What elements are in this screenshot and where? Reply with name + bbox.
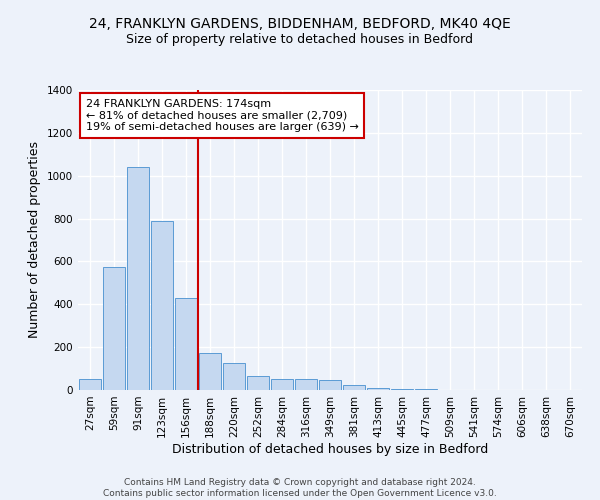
Text: 24 FRANKLYN GARDENS: 174sqm
← 81% of detached houses are smaller (2,709)
19% of : 24 FRANKLYN GARDENS: 174sqm ← 81% of det… xyxy=(86,99,358,132)
Bar xyxy=(79,380,101,390)
Bar xyxy=(151,220,173,390)
Bar xyxy=(295,380,317,390)
Bar xyxy=(319,380,341,390)
Text: Contains HM Land Registry data © Crown copyright and database right 2024.
Contai: Contains HM Land Registry data © Crown c… xyxy=(103,478,497,498)
Y-axis label: Number of detached properties: Number of detached properties xyxy=(28,142,41,338)
Bar xyxy=(175,298,197,390)
Bar xyxy=(391,389,413,390)
Bar xyxy=(343,384,365,390)
Bar xyxy=(271,380,293,390)
Bar xyxy=(367,388,389,390)
Bar xyxy=(199,352,221,390)
Bar xyxy=(223,363,245,390)
Bar xyxy=(103,267,125,390)
Text: 24, FRANKLYN GARDENS, BIDDENHAM, BEDFORD, MK40 4QE: 24, FRANKLYN GARDENS, BIDDENHAM, BEDFORD… xyxy=(89,18,511,32)
Bar xyxy=(415,389,437,390)
Text: Size of property relative to detached houses in Bedford: Size of property relative to detached ho… xyxy=(127,32,473,46)
X-axis label: Distribution of detached houses by size in Bedford: Distribution of detached houses by size … xyxy=(172,442,488,456)
Bar xyxy=(247,376,269,390)
Bar xyxy=(127,167,149,390)
